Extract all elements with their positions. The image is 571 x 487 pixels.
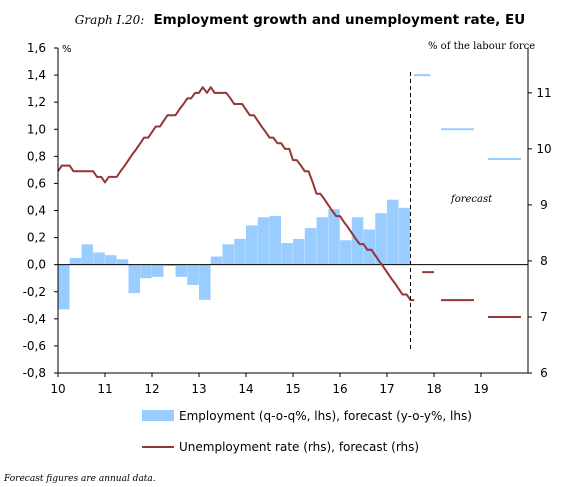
x-tick-label-6: 16: [332, 382, 347, 396]
employment-bar-17: [257, 217, 270, 265]
employment-bar-29: [398, 207, 411, 265]
right-tick-label-1: 7: [540, 310, 548, 324]
x-tick-label-4: 14: [238, 382, 253, 396]
left-tick-label-4: 0,0: [27, 258, 46, 272]
chart-title-main: Employment growth and unemployment rate,…: [153, 12, 525, 28]
x-tick-label-7: 17: [379, 382, 394, 396]
employment-bar-11: [187, 264, 199, 285]
right-axis-unit: % of the labour force: [428, 41, 535, 52]
left-axis-unit: %: [62, 44, 72, 55]
legend-label-employment: Employment (q-o-q%, lhs), forecast (y-o-…: [179, 409, 472, 423]
legend-label-unemployment: Unemployment rate (rhs), forecast (rhs): [179, 440, 419, 454]
employment-bar-9: [163, 264, 176, 267]
employment-bar-5: [116, 259, 129, 265]
employment-bar-24: [340, 240, 352, 265]
right-tick-label-5: 11: [536, 86, 551, 100]
employment-bar-15: [234, 238, 246, 265]
employment-bar-21: [304, 228, 317, 265]
employment-bar-16: [246, 225, 258, 265]
employment-bar-8: [152, 264, 164, 277]
footnote: Forecast figures are annual data.: [3, 474, 156, 484]
employment-bar-18: [269, 215, 282, 265]
employment-bar-4: [105, 255, 117, 265]
employment-bar-2: [81, 244, 94, 265]
legend: Employment (q-o-q%, lhs), forecast (y-o-…: [142, 409, 472, 454]
employment-bar-1: [69, 257, 82, 265]
right-tick-label-0: 6: [540, 366, 548, 380]
left-tick-label-7: 0,6: [27, 176, 46, 190]
forecast-annotation: forecast: [450, 194, 493, 205]
plot-area: -0,8 -0,6 -0,4 -0,2 0,0 0,2 0,4 0,6 0,8 1,0 1,2 1,4…: [23, 41, 552, 396]
employment-bar-23: [328, 209, 340, 265]
x-tick-label-0: 10: [50, 382, 65, 396]
left-tick-label-3: -0,2: [23, 285, 46, 299]
employment-bar-6: [128, 264, 141, 294]
employment-bar-19: [281, 243, 293, 265]
unemployment-line: [57, 86, 415, 302]
employment-bar-28: [387, 199, 399, 265]
employment-bar-27: [375, 213, 387, 265]
left-tick-label-8: 0,8: [27, 149, 46, 163]
right-tick-label-4: 10: [536, 142, 551, 156]
x-tick-label-8: 18: [426, 382, 441, 396]
employment-bar-10: [175, 264, 188, 277]
employment-bar-0: [58, 264, 70, 310]
left-tick-label-11: 1,4: [27, 68, 46, 82]
left-tick-label-10: 1,2: [27, 95, 46, 109]
employment-bar-20: [293, 238, 305, 265]
employment-bar-7: [140, 264, 152, 279]
chart-title: Graph I.20: Employment growth and unempl…: [75, 9, 525, 28]
employment-bar-14: [222, 244, 235, 265]
employment-bar-22: [316, 217, 329, 265]
left-tick-label-5: 0,2: [27, 231, 46, 245]
legend-swatch-employment: [142, 410, 174, 421]
x-tick-label-3: 13: [191, 382, 206, 396]
x-tick-label-1: 11: [97, 382, 112, 396]
left-tick-label-0: -0,8: [23, 366, 46, 380]
left-tick-label-2: -0,4: [23, 312, 46, 326]
x-tick-label-2: 12: [144, 382, 159, 396]
right-tick-label-3: 9: [540, 198, 548, 212]
employment-bar-12: [199, 264, 211, 300]
left-tick-label-12: 1,6: [27, 41, 46, 55]
left-tick-label-6: 0,4: [27, 204, 46, 218]
x-tick-label-9: 19: [473, 382, 488, 396]
left-tick-label-1: -0,6: [23, 339, 46, 353]
left-tick-label-9: 1,0: [27, 122, 46, 136]
employment-bar-3: [93, 252, 105, 265]
employment-bar-13: [210, 256, 223, 265]
right-tick-label-2: 8: [540, 254, 548, 268]
chart-title-prefix: Graph I.20:: [75, 13, 145, 27]
x-tick-label-5: 15: [285, 382, 300, 396]
employment-bar-26: [363, 229, 376, 265]
